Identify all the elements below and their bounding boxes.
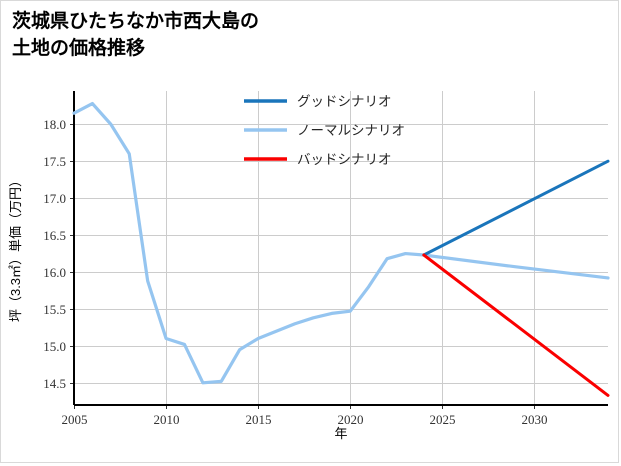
y-tick-label: 17.0 [43,191,66,206]
axis-tickmarks [70,123,536,409]
legend-label: ノーマルシナリオ [297,123,405,138]
x-tick-label: 2015 [246,412,272,427]
y-tick-label: 17.5 [43,154,66,169]
x-axis-title: 年 [334,426,347,441]
x-tick-label: 2005 [62,412,88,427]
y-tick-label: 16.5 [43,228,66,243]
page-title: 茨城県ひたちなか市西大島の 土地の価格推移 [12,11,260,59]
series-line-ノーマルシナリオ [72,101,610,385]
x-tick-label: 2020 [338,412,364,427]
y-tick-label: 16.0 [43,265,66,280]
x-axis-tick-labels: 2005 2010 2015 2020 2025 2030 [62,412,548,427]
y-axis-tick-labels: 14.5 15.0 15.5 16.0 16.5 17.0 17.5 18.0 [43,117,66,391]
y-tick-label: 15.5 [43,302,66,317]
gridlines [74,91,608,405]
legend-label: バッドシナリオ [297,152,392,167]
legend-label: グッドシナリオ [297,94,392,109]
series-line-バッドシナリオ [422,253,610,397]
y-tick-label: 14.5 [43,376,66,391]
y-tick-label: 15.0 [43,339,66,354]
x-tick-label: 2025 [430,412,456,427]
axis-spines [72,91,608,407]
series-lines [72,101,610,397]
series-line-グッドシナリオ [422,159,610,257]
x-tick-label: 2030 [522,412,548,427]
y-tick-label: 18.0 [43,117,66,132]
x-tick-label: 2010 [154,412,180,427]
y-axis-title: 坪（3.3㎡）単価（万円） [8,174,23,322]
